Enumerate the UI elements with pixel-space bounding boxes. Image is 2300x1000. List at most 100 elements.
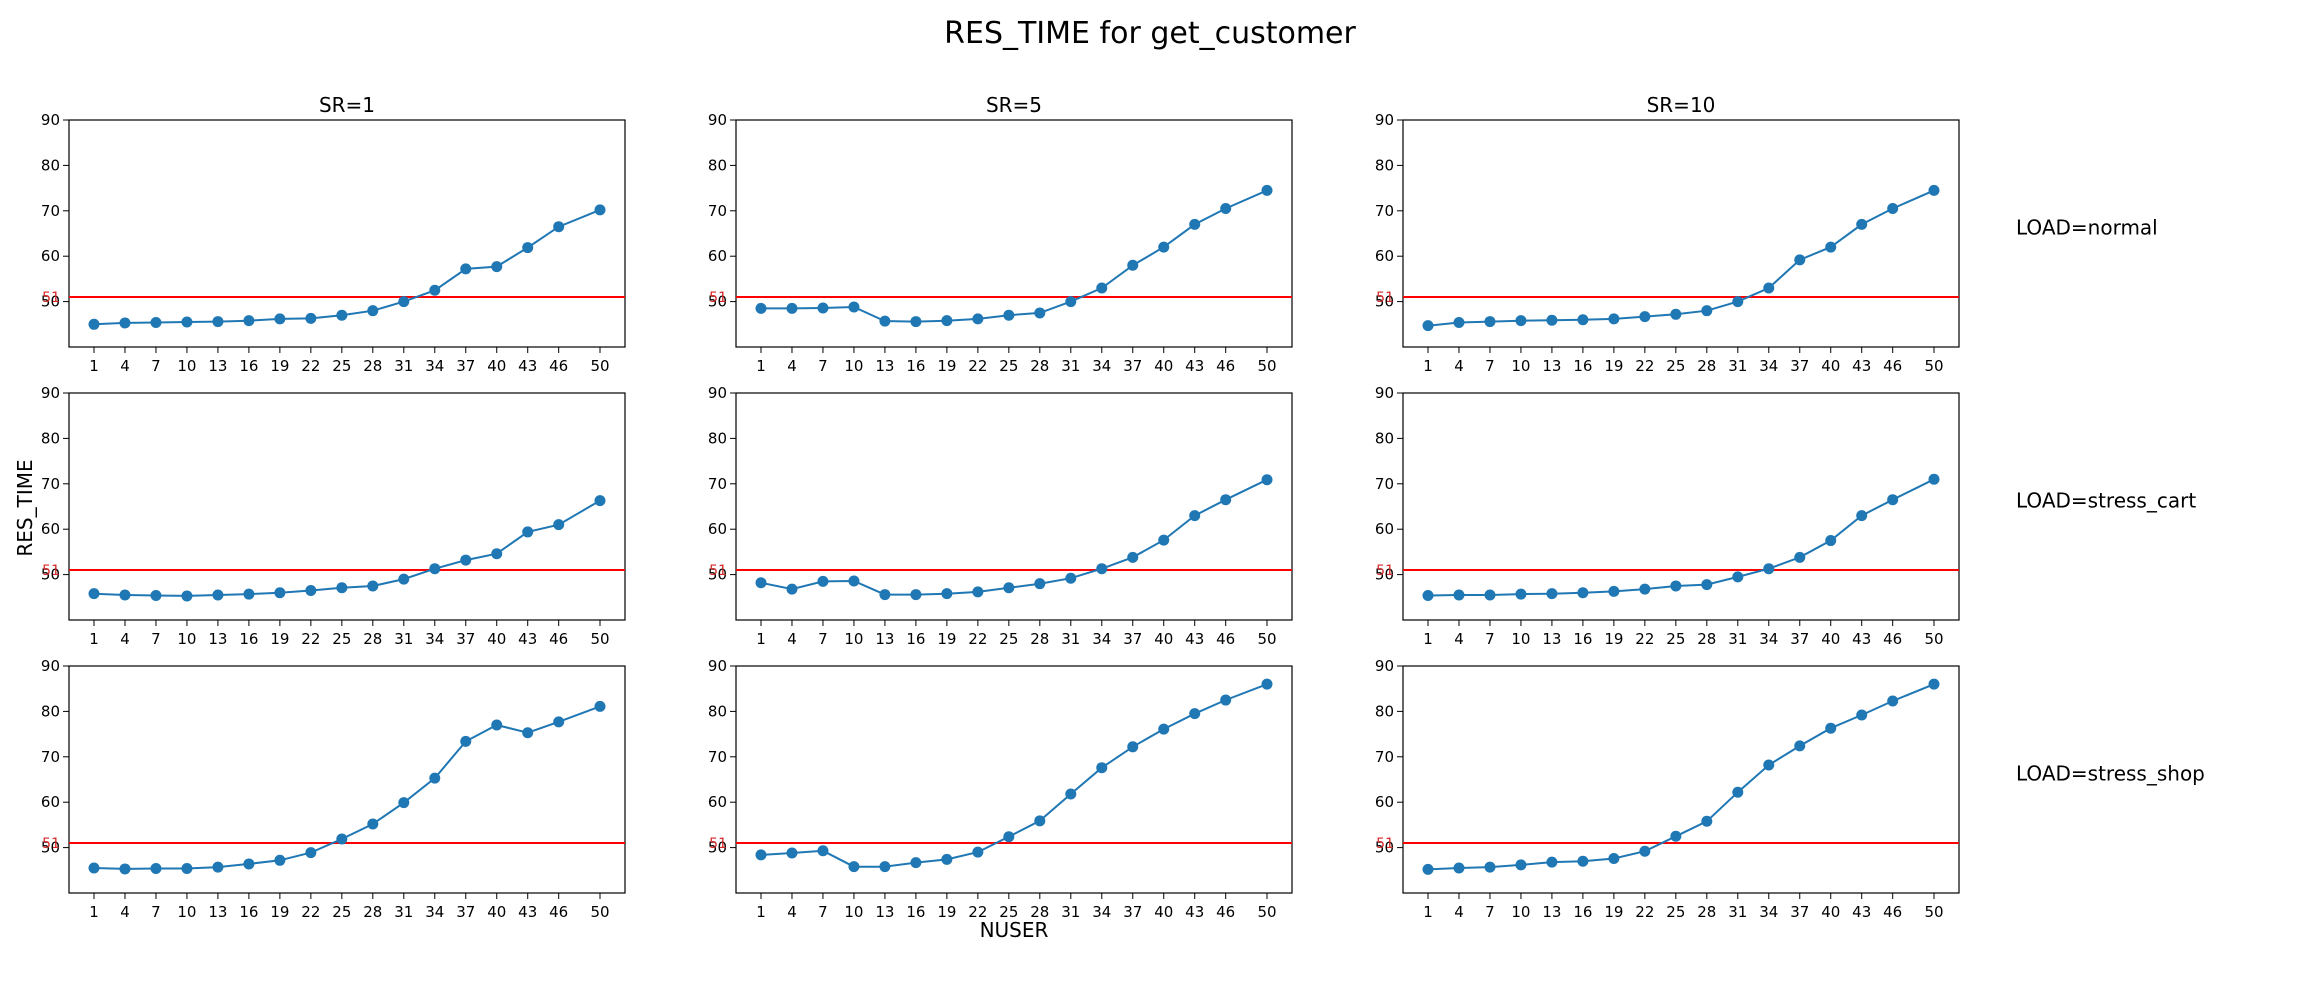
figure-title: RES_TIME for get_customer (944, 16, 1356, 51)
x-tick-label: 22 (1635, 357, 1654, 375)
data-point (1453, 316, 1465, 328)
y-axis-label: RES_TIME (13, 459, 37, 556)
data-point (972, 846, 984, 858)
data-point (1261, 474, 1273, 486)
data-point (1794, 254, 1806, 266)
data-point (1220, 494, 1232, 506)
data-point (1189, 708, 1201, 720)
data-point (88, 318, 100, 330)
y-tick-label: 50 (708, 566, 727, 584)
data-point (1577, 587, 1589, 599)
x-tick-label: 1 (1423, 357, 1433, 375)
y-tick-label: 70 (1375, 202, 1394, 220)
y-tick-label: 70 (1375, 475, 1394, 493)
subplot-r1-c2: 50 60 70 80 90 1 4 7 10 13 16 19 22 25 28 31 34 37 40 43 46 5… (708, 93, 1293, 375)
data-point (460, 554, 472, 566)
x-tick-label: 22 (968, 630, 987, 648)
x-tick-label: 10 (177, 630, 196, 648)
data-point (1515, 315, 1527, 327)
x-tick-label: 43 (518, 903, 537, 921)
x-tick-label: 16 (239, 630, 258, 648)
y-tick-label: 90 (1375, 657, 1394, 675)
threshold-label: 51 (709, 836, 727, 852)
x-tick-label: 19 (1604, 903, 1623, 921)
data-point (1127, 741, 1139, 753)
y-tick-label: 80 (41, 156, 60, 174)
data-point (1065, 788, 1077, 800)
subplot-r2-c3: 50 60 70 80 90 1 4 7 10 13 16 19 22 25 28 31 34 37 40 43 46 5… (1375, 384, 2196, 648)
x-tick-label: 31 (394, 630, 413, 648)
data-point (1763, 563, 1775, 575)
x-tick-label: 50 (1257, 630, 1276, 648)
threshold-label: 51 (1376, 290, 1394, 306)
data-point (1701, 815, 1713, 827)
data-point (910, 857, 922, 869)
data-point (88, 862, 100, 874)
data-point (1484, 589, 1496, 601)
x-tick-label: 16 (239, 903, 258, 921)
x-tick-label: 13 (208, 357, 227, 375)
x-tick-label: 34 (1092, 630, 1111, 648)
subplot-frame (735, 665, 1293, 894)
x-tick-label: 16 (1573, 357, 1592, 375)
x-tick-label: 10 (844, 357, 863, 375)
x-tick-label: 31 (1061, 630, 1080, 648)
x-tick-label: 22 (301, 357, 320, 375)
data-point (1422, 863, 1434, 875)
subplot-r2-c2: 50 60 70 80 90 1 4 7 10 13 16 19 22 25 28 31 34 37 40 43 46 5… (708, 384, 1293, 648)
data-point (1034, 578, 1046, 590)
x-tick-label: 4 (1454, 630, 1464, 648)
data-point (181, 590, 193, 602)
x-tick-label: 37 (1123, 903, 1142, 921)
x-tick-label: 31 (1728, 357, 1747, 375)
data-point (817, 845, 829, 857)
data-point (1189, 510, 1201, 522)
data-point (817, 302, 829, 314)
x-tick-label: 1 (1423, 630, 1433, 648)
x-tick-label: 43 (1185, 903, 1204, 921)
data-point (1546, 856, 1558, 868)
x-tick-label: 13 (1542, 903, 1561, 921)
x-tick-label: 46 (549, 357, 568, 375)
data-point (1856, 218, 1868, 230)
data-point (879, 861, 891, 873)
data-point (1422, 320, 1434, 332)
data-point (336, 582, 348, 594)
data-point (1127, 259, 1139, 271)
data-point (1096, 762, 1108, 774)
data-point (1484, 861, 1496, 873)
x-tick-label: 37 (456, 630, 475, 648)
data-point (848, 301, 860, 313)
x-tick-label: 13 (1542, 357, 1561, 375)
x-tick-label: 28 (1697, 357, 1716, 375)
x-tick-label: 37 (456, 903, 475, 921)
data-point (1856, 709, 1868, 721)
data-point (1158, 534, 1170, 546)
x-tick-label: 7 (151, 630, 161, 648)
x-tick-label: 7 (1485, 357, 1495, 375)
data-point (1608, 313, 1620, 325)
x-tick-label: 43 (1852, 357, 1871, 375)
data-point (1763, 282, 1775, 294)
data-point (1158, 241, 1170, 253)
x-tick-label: 40 (1821, 357, 1840, 375)
x-tick-label: 40 (1821, 903, 1840, 921)
data-point (1639, 583, 1651, 595)
data-point (1546, 588, 1558, 600)
series-line (93, 499, 601, 597)
data-point (1034, 815, 1046, 827)
x-tick-label: 34 (1759, 903, 1778, 921)
data-point (274, 854, 286, 866)
column-title: SR=1 (319, 93, 375, 117)
x-tick-label: 40 (1154, 903, 1173, 921)
x-tick-label: 13 (875, 903, 894, 921)
x-tick-label: 28 (363, 903, 382, 921)
x-tick-label: 22 (1635, 630, 1654, 648)
data-point (1158, 723, 1170, 735)
x-tick-label: 4 (787, 630, 797, 648)
data-point (398, 573, 410, 585)
x-tick-label: 10 (177, 357, 196, 375)
data-point (553, 519, 565, 531)
x-tick-label: 34 (1759, 630, 1778, 648)
x-tick-label: 25 (1666, 630, 1685, 648)
